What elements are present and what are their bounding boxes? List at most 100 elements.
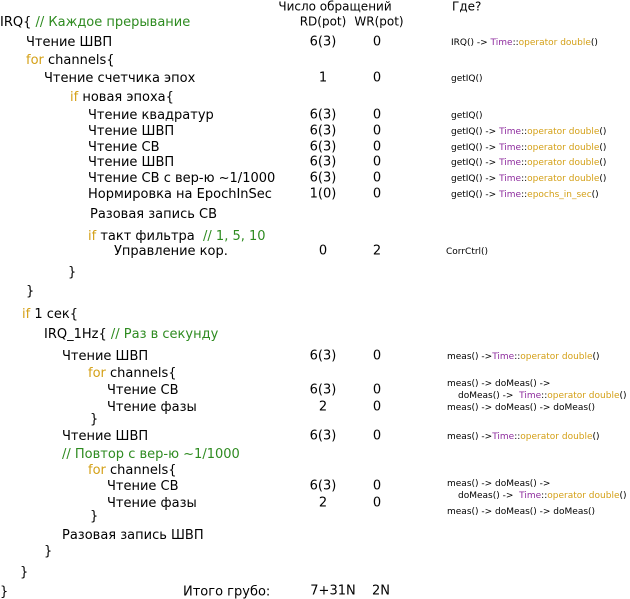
code-line: for channels{	[26, 53, 115, 68]
where-line: meas() -> doMeas() -> doMeas()	[447, 403, 595, 413]
where-segment: Time	[498, 143, 521, 153]
where-segment: ::	[521, 174, 527, 184]
code-line: }	[20, 565, 28, 580]
rd-count: 6(3)	[310, 35, 337, 50]
code-segment: Чтение ШВП	[62, 349, 148, 364]
code-segment: channels{	[44, 53, 115, 68]
where-segment: getIQ() ->	[451, 190, 499, 200]
where-line: getIQ()	[451, 111, 483, 121]
wr-count: 0	[373, 124, 381, 139]
where-segment: operator double	[547, 391, 620, 401]
code-segment: Чтение СВ	[88, 140, 160, 155]
code-line: if такт фильтра // 1, 5, 10	[88, 229, 266, 244]
where-segment: meas() -> doMeas() ->	[447, 479, 550, 489]
where-line: meas() ->Time::operator double()	[447, 432, 600, 442]
code-line: if новая эпоха{	[70, 90, 174, 105]
header-count: Число обращений	[278, 0, 391, 14]
code-segment: Чтение фазы	[107, 496, 197, 511]
code-segment: Чтение СВ	[107, 479, 179, 494]
code-line: Чтение квадратур	[88, 108, 214, 123]
code-segment: channels{	[106, 366, 177, 381]
where-segment: getIQ() ->	[451, 127, 499, 137]
where-segment: operator double	[527, 174, 600, 184]
wr-count: 0	[373, 383, 381, 398]
where-segment: Time	[518, 491, 541, 501]
where-segment: ::	[521, 190, 527, 200]
code-segment: Разовая запись ШВП	[62, 528, 204, 543]
where-line: meas() ->Time::operator double()	[447, 352, 600, 362]
wr-count: 0	[373, 155, 381, 170]
where-line: getIQ() -> Time::operator double()	[451, 127, 606, 137]
where-segment: getIQ() ->	[451, 143, 499, 153]
code-line: }	[90, 412, 98, 427]
code-segment: // Раз в секунду	[111, 327, 219, 342]
code-segment: Разовая запись СВ	[90, 207, 217, 222]
where-segment: Time	[498, 190, 521, 200]
code-segment: if	[70, 90, 79, 105]
code-line: if 1 сек{	[22, 307, 78, 322]
total-label: Итого грубо:	[183, 585, 270, 599]
code-segment: Управление кор.	[114, 244, 228, 259]
code-line: Разовая запись ШВП	[62, 528, 204, 543]
where-segment: Time	[491, 432, 514, 442]
code-segment: Чтение ШВП	[26, 35, 112, 50]
where-segment: Time	[518, 391, 541, 401]
where-line: IRQ() -> Time::operator double()	[451, 38, 598, 48]
code-segment: // Повтор с вер-ю ~1/1000	[62, 447, 240, 462]
where-segment: Time	[498, 127, 521, 137]
code-segment: }	[26, 284, 34, 299]
where-segment: operator double	[520, 352, 593, 362]
wr-count: 0	[373, 496, 381, 511]
code-line: Чтение ШВП	[62, 429, 148, 444]
code-line: Чтение ШВП	[26, 35, 112, 50]
wr-count: 0	[373, 479, 381, 494]
rd-count: 6(3)	[310, 124, 337, 139]
code-line: }	[68, 265, 76, 280]
where-segment: meas() ->	[447, 432, 492, 442]
code-line: }	[26, 284, 34, 299]
rd-count: 6(3)	[310, 349, 337, 364]
where-segment: epochs_in_sec	[527, 190, 592, 200]
code-line: }	[44, 544, 52, 559]
code-segment: Чтение ШВП	[88, 155, 174, 170]
wr-count: 0	[373, 400, 381, 415]
code-segment: Чтение ШВП	[88, 124, 174, 139]
code-line: Управление кор.	[114, 244, 228, 259]
code-segment: Чтение ШВП	[62, 429, 148, 444]
rd-count: 2	[319, 400, 327, 415]
where-segment: ()	[599, 143, 606, 153]
code-segment: Чтение квадратур	[88, 108, 214, 123]
where-line: getIQ() -> Time::operator double()	[451, 174, 606, 184]
code-line: Чтение счетчика эпох	[44, 71, 196, 86]
code-segment: }	[90, 509, 98, 524]
code-segment: if	[88, 229, 97, 244]
where-segment: meas() ->	[447, 352, 492, 362]
where-segment: operator double	[527, 158, 600, 168]
rd-count: 1	[319, 71, 327, 86]
rd-count: 6(3)	[310, 171, 337, 186]
where-segment: operator double	[547, 491, 620, 501]
where-segment: ::	[521, 158, 527, 168]
wr-count: 0	[373, 187, 381, 202]
where-segment: ()	[619, 391, 626, 401]
code-segment: Чтение счетчика эпох	[44, 71, 196, 86]
where-line: getIQ()	[451, 74, 483, 84]
where-segment: ()	[593, 352, 600, 362]
code-line: IRQ_1Hz{ // Раз в секунду	[44, 327, 219, 342]
code-segment: if	[22, 307, 31, 322]
rd-count: 6(3)	[310, 108, 337, 123]
code-segment: IRQ{	[0, 15, 36, 30]
where-segment: Time	[490, 38, 513, 48]
rd-count: 1(0)	[310, 187, 337, 202]
where-segment: ()	[592, 190, 599, 200]
code-segment: // Каждое прерывание	[36, 15, 191, 30]
code-segment: Чтение фазы	[107, 400, 197, 415]
wr-count: 0	[373, 108, 381, 123]
where-segment: ::	[541, 391, 547, 401]
wr-count: 0	[373, 349, 381, 364]
code-segment: Чтение СВ с вер-ю ~1/1000	[88, 171, 275, 186]
header-where: Где?	[452, 0, 481, 14]
where-segment: getIQ() ->	[451, 158, 499, 168]
where-segment: ()	[593, 432, 600, 442]
where-segment: doMeas() ->	[458, 391, 519, 401]
